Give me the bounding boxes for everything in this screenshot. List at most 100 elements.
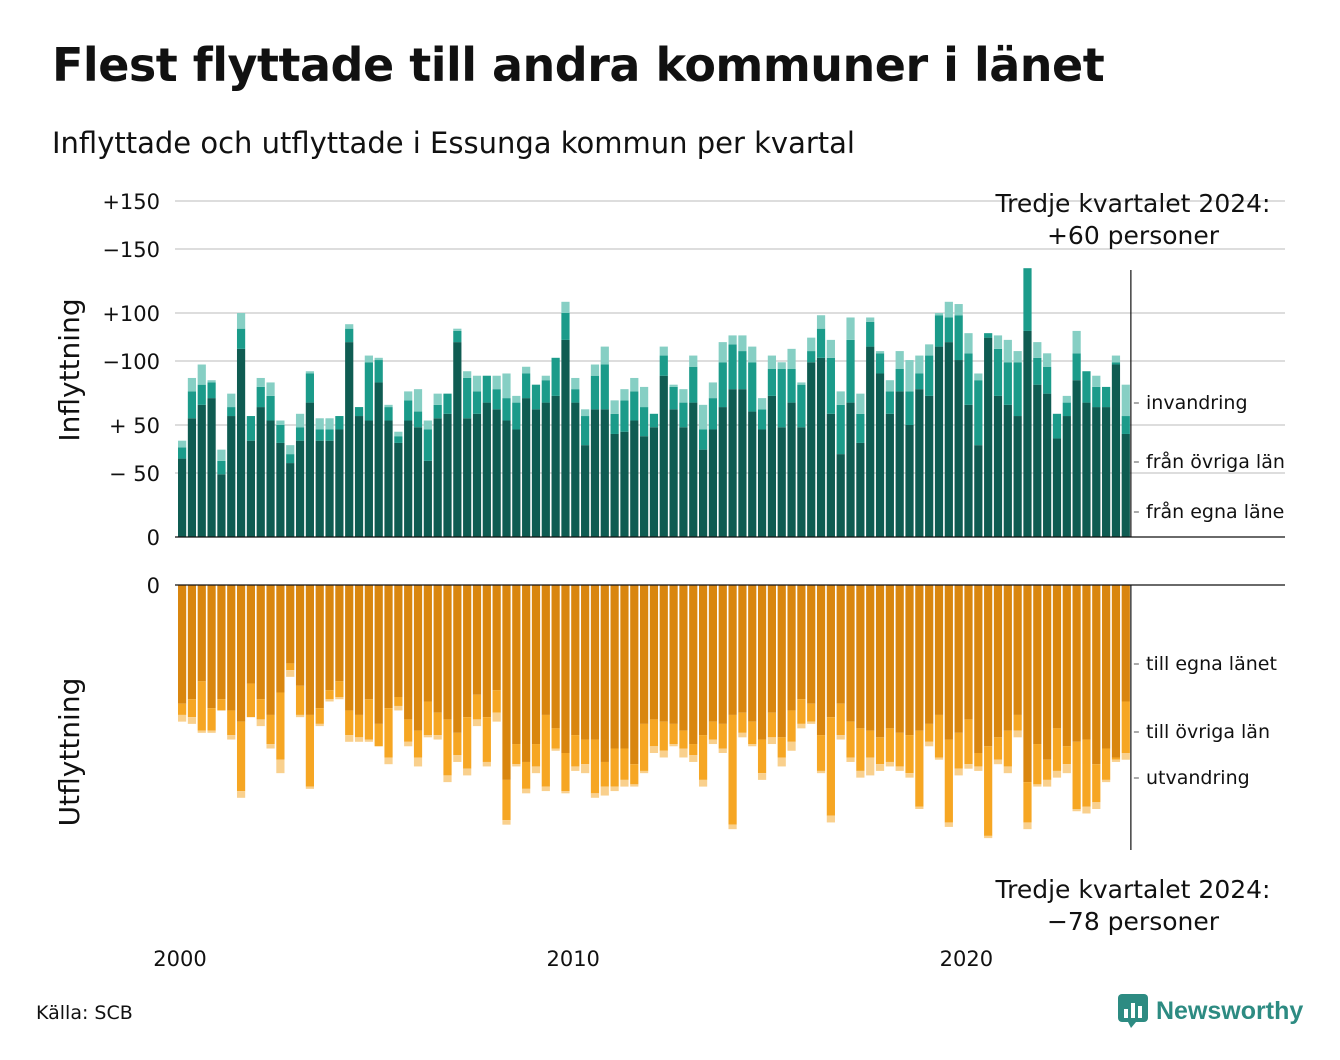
- inflow-bar-2: [757, 409, 767, 430]
- outflow-bar-2: [374, 723, 383, 747]
- inflow-bar-3: [1033, 342, 1042, 358]
- inflow-bar-1: [207, 398, 216, 537]
- outflow-bar-1: [984, 585, 993, 747]
- outflow-bar-3: [1003, 766, 1012, 774]
- inflow-bar-3: [728, 335, 737, 345]
- inflow-bar-1: [669, 409, 678, 537]
- outflow-bar-2: [807, 703, 816, 722]
- outflow-bar-1: [1023, 585, 1032, 783]
- inflow-bar-2: [1121, 416, 1130, 434]
- outflow-bar-3: [266, 744, 275, 749]
- inflow-bar-2: [246, 416, 256, 441]
- inflow-bar-1: [787, 402, 796, 537]
- inflow-bar-2: [1092, 386, 1101, 408]
- outflow-bar-3: [295, 714, 305, 718]
- axes: [175, 270, 1285, 850]
- inflow-series-label: från egna läne: [1146, 500, 1284, 523]
- outflow-bar-2: [885, 728, 894, 762]
- inflow-bar-3: [1072, 330, 1081, 354]
- inflow-bar-1: [512, 429, 521, 537]
- outflow-bar-1: [689, 585, 698, 745]
- inflow-bar-1: [856, 442, 865, 537]
- inflow-bar-3: [433, 393, 442, 405]
- inflow-bar-1: [178, 458, 187, 537]
- outflow-bar-2: [600, 761, 609, 787]
- brand-logo[interactable]: Newsworthy: [1118, 994, 1303, 1028]
- outflow-bar-3: [384, 757, 393, 765]
- inflow-bar-2: [934, 315, 944, 347]
- inflow-bar-2: [394, 436, 403, 443]
- inflow-bar-1: [1072, 380, 1081, 537]
- outflow-bar-2: [305, 714, 314, 787]
- outflow-bar-2: [1111, 757, 1121, 760]
- outflow-bar-3: [718, 748, 727, 753]
- outflow-bar-1: [482, 585, 491, 718]
- inflow-bar-1: [777, 427, 786, 537]
- inflow-bar-1: [413, 427, 423, 537]
- inflow-bar-1: [492, 409, 501, 537]
- outflow-bar-2: [276, 692, 285, 760]
- inflow-series-label: från övriga län: [1146, 450, 1285, 473]
- outflow-bar-3: [610, 786, 619, 792]
- outflow-bar-1: [915, 585, 924, 731]
- inflow-bar-3: [187, 377, 197, 392]
- inflow-bar-2: [925, 355, 934, 396]
- inflow-bar-3: [748, 346, 757, 363]
- outflow-bar-3: [522, 788, 531, 794]
- outflow-bar-1: [335, 585, 344, 682]
- inflow-bar-1: [197, 404, 206, 537]
- inflow-annotation-line2: +60 personer: [1047, 221, 1220, 250]
- inflow-bar-2: [610, 413, 619, 434]
- inflow-bar-3: [541, 375, 550, 381]
- outflow-bar-2: [659, 721, 668, 751]
- outflow-bar-1: [875, 585, 885, 738]
- inflow-bar-1: [453, 342, 462, 537]
- outflow-bar-1: [571, 585, 580, 736]
- outflow-bar-2: [1052, 728, 1062, 771]
- inflow-bar-2: [649, 413, 659, 428]
- outflow-bar-1: [748, 585, 757, 722]
- inflow-bar-1: [187, 418, 197, 537]
- outflow-bar-2: [757, 739, 767, 774]
- inflow-bar-1: [984, 337, 993, 537]
- outflow-bar-2: [531, 744, 541, 767]
- outflow-bar-1: [1033, 585, 1042, 745]
- outflow-bar-3: [354, 737, 364, 742]
- outflow-bar-3: [620, 779, 629, 787]
- inflow-bar-2: [561, 313, 570, 340]
- inflow-bar-2: [335, 416, 344, 430]
- inflow-bar-1: [689, 402, 698, 537]
- outflow-ytick-label: 0: [147, 574, 160, 598]
- outflow-bar-2: [502, 779, 511, 821]
- inflow-bar-3: [718, 342, 727, 363]
- inflow-bar-3: [836, 391, 845, 405]
- outflow-bar-3: [423, 735, 432, 738]
- inflow-bar-2: [767, 369, 776, 396]
- outflow-bar-3: [472, 719, 482, 727]
- outflow-bar-1: [512, 585, 521, 745]
- inflow-bar-1: [276, 442, 285, 537]
- outflow-bar-1: [256, 585, 265, 700]
- inflow-bar-1: [335, 429, 344, 537]
- inflow-bar-3: [915, 355, 924, 374]
- inflow-bar-2: [1003, 362, 1012, 405]
- inflow-bar-2: [728, 344, 737, 390]
- outflow-bar-3: [187, 717, 197, 724]
- outflow-bar-1: [266, 585, 275, 715]
- outflow-bar-2: [433, 712, 442, 736]
- outflow-bar-3: [974, 766, 983, 771]
- outflow-bar-1: [600, 585, 609, 762]
- outflow-bar-1: [777, 585, 786, 738]
- outflow-bar-3: [364, 739, 373, 742]
- outflow-bar-3: [738, 732, 747, 738]
- chart-title: Flest flyttade till andra kommuner i län…: [52, 38, 1105, 92]
- outflow-bar-2: [915, 730, 924, 807]
- inflow-bar-2: [836, 404, 845, 455]
- inflow-bar-2: [826, 357, 835, 414]
- outflow-annotation-line1: Tredje kvartalet 2024:: [995, 875, 1271, 904]
- inflow-bar-1: [345, 342, 354, 537]
- outflow-bar-3: [836, 735, 845, 740]
- inflow-bar-3: [679, 389, 688, 403]
- outflow-bar-1: [964, 585, 973, 720]
- inflow-bar-3: [325, 418, 334, 430]
